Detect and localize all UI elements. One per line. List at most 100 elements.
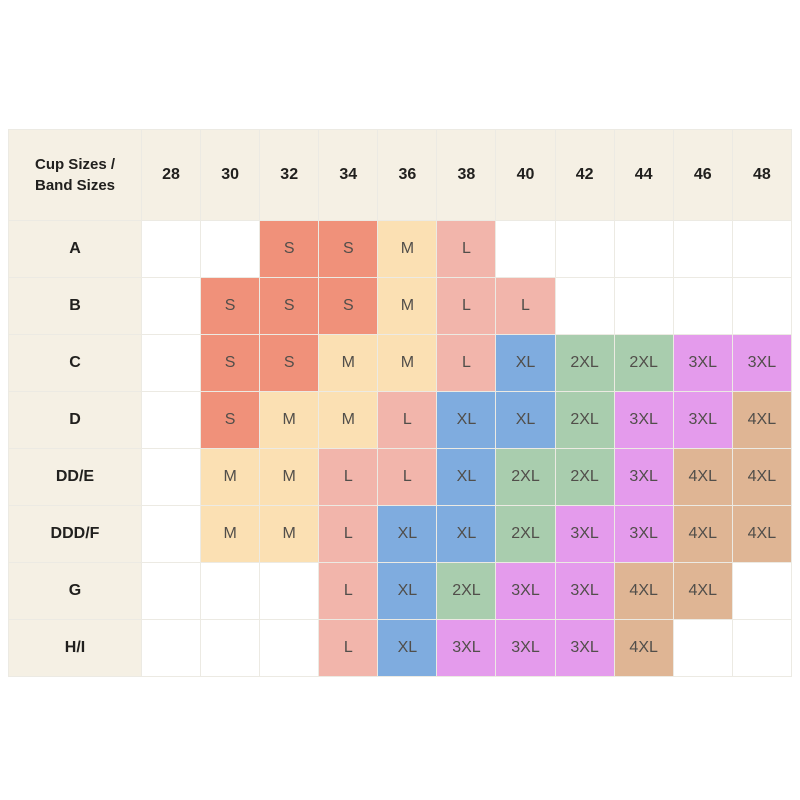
size-cell: 2XL	[613, 334, 674, 392]
size-cell: XL	[436, 391, 497, 449]
size-cell: M	[259, 505, 320, 563]
cup-size-label: D	[8, 391, 142, 449]
band-size-header: 42	[554, 129, 615, 221]
empty-cell	[140, 391, 202, 449]
size-cell: 3XL	[554, 562, 615, 620]
size-cell: 3XL	[436, 619, 497, 677]
size-cell: S	[200, 277, 261, 335]
cup-size-row: DDD/F M M L XL XL 2XL 3XL 3XL 4XL 4XL	[8, 505, 793, 563]
empty-cell	[140, 562, 202, 620]
empty-cell	[672, 277, 733, 335]
size-cell: 4XL	[613, 562, 674, 620]
cup-size-row: D S M M L XL XL 2XL 3XL 3XL 4XL	[8, 391, 793, 449]
empty-cell	[672, 619, 733, 677]
size-cell: 3XL	[613, 448, 674, 506]
empty-cell	[731, 562, 793, 620]
empty-cell	[140, 505, 202, 563]
size-cell: M	[377, 334, 438, 392]
size-cell: L	[318, 562, 379, 620]
empty-cell	[140, 619, 202, 677]
cup-size-label: DDD/F	[8, 505, 142, 563]
size-cell: M	[259, 448, 320, 506]
cup-size-row: DD/E M M L L XL 2XL 2XL 3XL 4XL 4XL	[8, 448, 793, 506]
cup-size-label: H/I	[8, 619, 142, 677]
size-cell: 4XL	[672, 562, 733, 620]
band-sizes-row: Cup Sizes / Band Sizes 28 30 32 34 36 38 40 42 4…	[8, 129, 793, 221]
size-chart-body: A S S M L B S S S M L L C S S M M L XL 2XL 2XL 3XL 3XL D S M M L XL X…	[8, 220, 793, 677]
size-cell: L	[436, 277, 497, 335]
empty-cell	[672, 220, 733, 278]
empty-cell	[731, 619, 793, 677]
size-cell: XL	[377, 562, 438, 620]
empty-cell	[259, 562, 320, 620]
size-cell: L	[318, 448, 379, 506]
empty-cell	[731, 220, 793, 278]
size-cell: 4XL	[731, 505, 793, 563]
size-cell: 3XL	[731, 334, 793, 392]
size-cell: XL	[495, 391, 556, 449]
size-cell: 4XL	[672, 505, 733, 563]
empty-cell	[140, 220, 202, 278]
empty-cell	[613, 220, 674, 278]
size-cell: 2XL	[495, 505, 556, 563]
size-cell: S	[259, 277, 320, 335]
size-cell: 3XL	[554, 505, 615, 563]
size-cell: S	[318, 277, 379, 335]
size-cell: S	[200, 334, 261, 392]
size-cell: 2XL	[436, 562, 497, 620]
size-cell: S	[259, 334, 320, 392]
empty-cell	[200, 619, 261, 677]
size-cell: S	[318, 220, 379, 278]
empty-cell	[613, 277, 674, 335]
empty-cell	[495, 220, 556, 278]
band-size-header: 34	[318, 129, 379, 221]
size-cell: XL	[377, 619, 438, 677]
size-cell: 3XL	[613, 391, 674, 449]
cup-size-label: B	[8, 277, 142, 335]
size-cell: XL	[377, 505, 438, 563]
size-cell: M	[259, 391, 320, 449]
size-chart-header: Cup Sizes / Band Sizes 28 30 32 34 36 38 40 42 4…	[8, 129, 793, 221]
empty-cell	[140, 277, 202, 335]
size-cell: L	[318, 619, 379, 677]
size-cell: 3XL	[672, 334, 733, 392]
empty-cell	[259, 619, 320, 677]
cup-size-label: A	[8, 220, 142, 278]
cup-size-label: DD/E	[8, 448, 142, 506]
band-size-header: 28	[140, 129, 202, 221]
size-cell: 4XL	[731, 391, 793, 449]
size-cell: L	[436, 334, 497, 392]
corner-header-cell: Cup Sizes / Band Sizes	[8, 129, 142, 221]
empty-cell	[140, 334, 202, 392]
size-cell: M	[377, 277, 438, 335]
band-size-header: 30	[200, 129, 261, 221]
size-cell: 2XL	[554, 448, 615, 506]
size-cell: XL	[436, 448, 497, 506]
band-size-header: 48	[731, 129, 793, 221]
size-cell: 2XL	[554, 391, 615, 449]
size-cell: M	[200, 505, 261, 563]
size-cell: S	[200, 391, 261, 449]
size-cell: M	[377, 220, 438, 278]
cup-size-row: G L XL 2XL 3XL 3XL 4XL 4XL	[8, 562, 793, 620]
cup-size-label: C	[8, 334, 142, 392]
size-cell: M	[200, 448, 261, 506]
cup-size-row: H/I L XL 3XL 3XL 3XL 4XL	[8, 619, 793, 677]
size-cell: M	[318, 391, 379, 449]
empty-cell	[200, 220, 261, 278]
size-chart-table: Cup Sizes / Band Sizes 28 30 32 34 36 38 40 42 4…	[8, 129, 793, 677]
band-size-header: 36	[377, 129, 438, 221]
empty-cell	[554, 220, 615, 278]
band-size-header: 38	[436, 129, 497, 221]
band-size-header: 44	[613, 129, 674, 221]
size-cell: L	[436, 220, 497, 278]
size-chart-container: Cup Sizes / Band Sizes 28 30 32 34 36 38 40 42 4…	[8, 129, 793, 677]
size-cell: L	[377, 391, 438, 449]
size-cell: 3XL	[672, 391, 733, 449]
empty-cell	[554, 277, 615, 335]
size-cell: 4XL	[672, 448, 733, 506]
size-cell: M	[318, 334, 379, 392]
size-cell: 2XL	[554, 334, 615, 392]
size-cell: 4XL	[731, 448, 793, 506]
